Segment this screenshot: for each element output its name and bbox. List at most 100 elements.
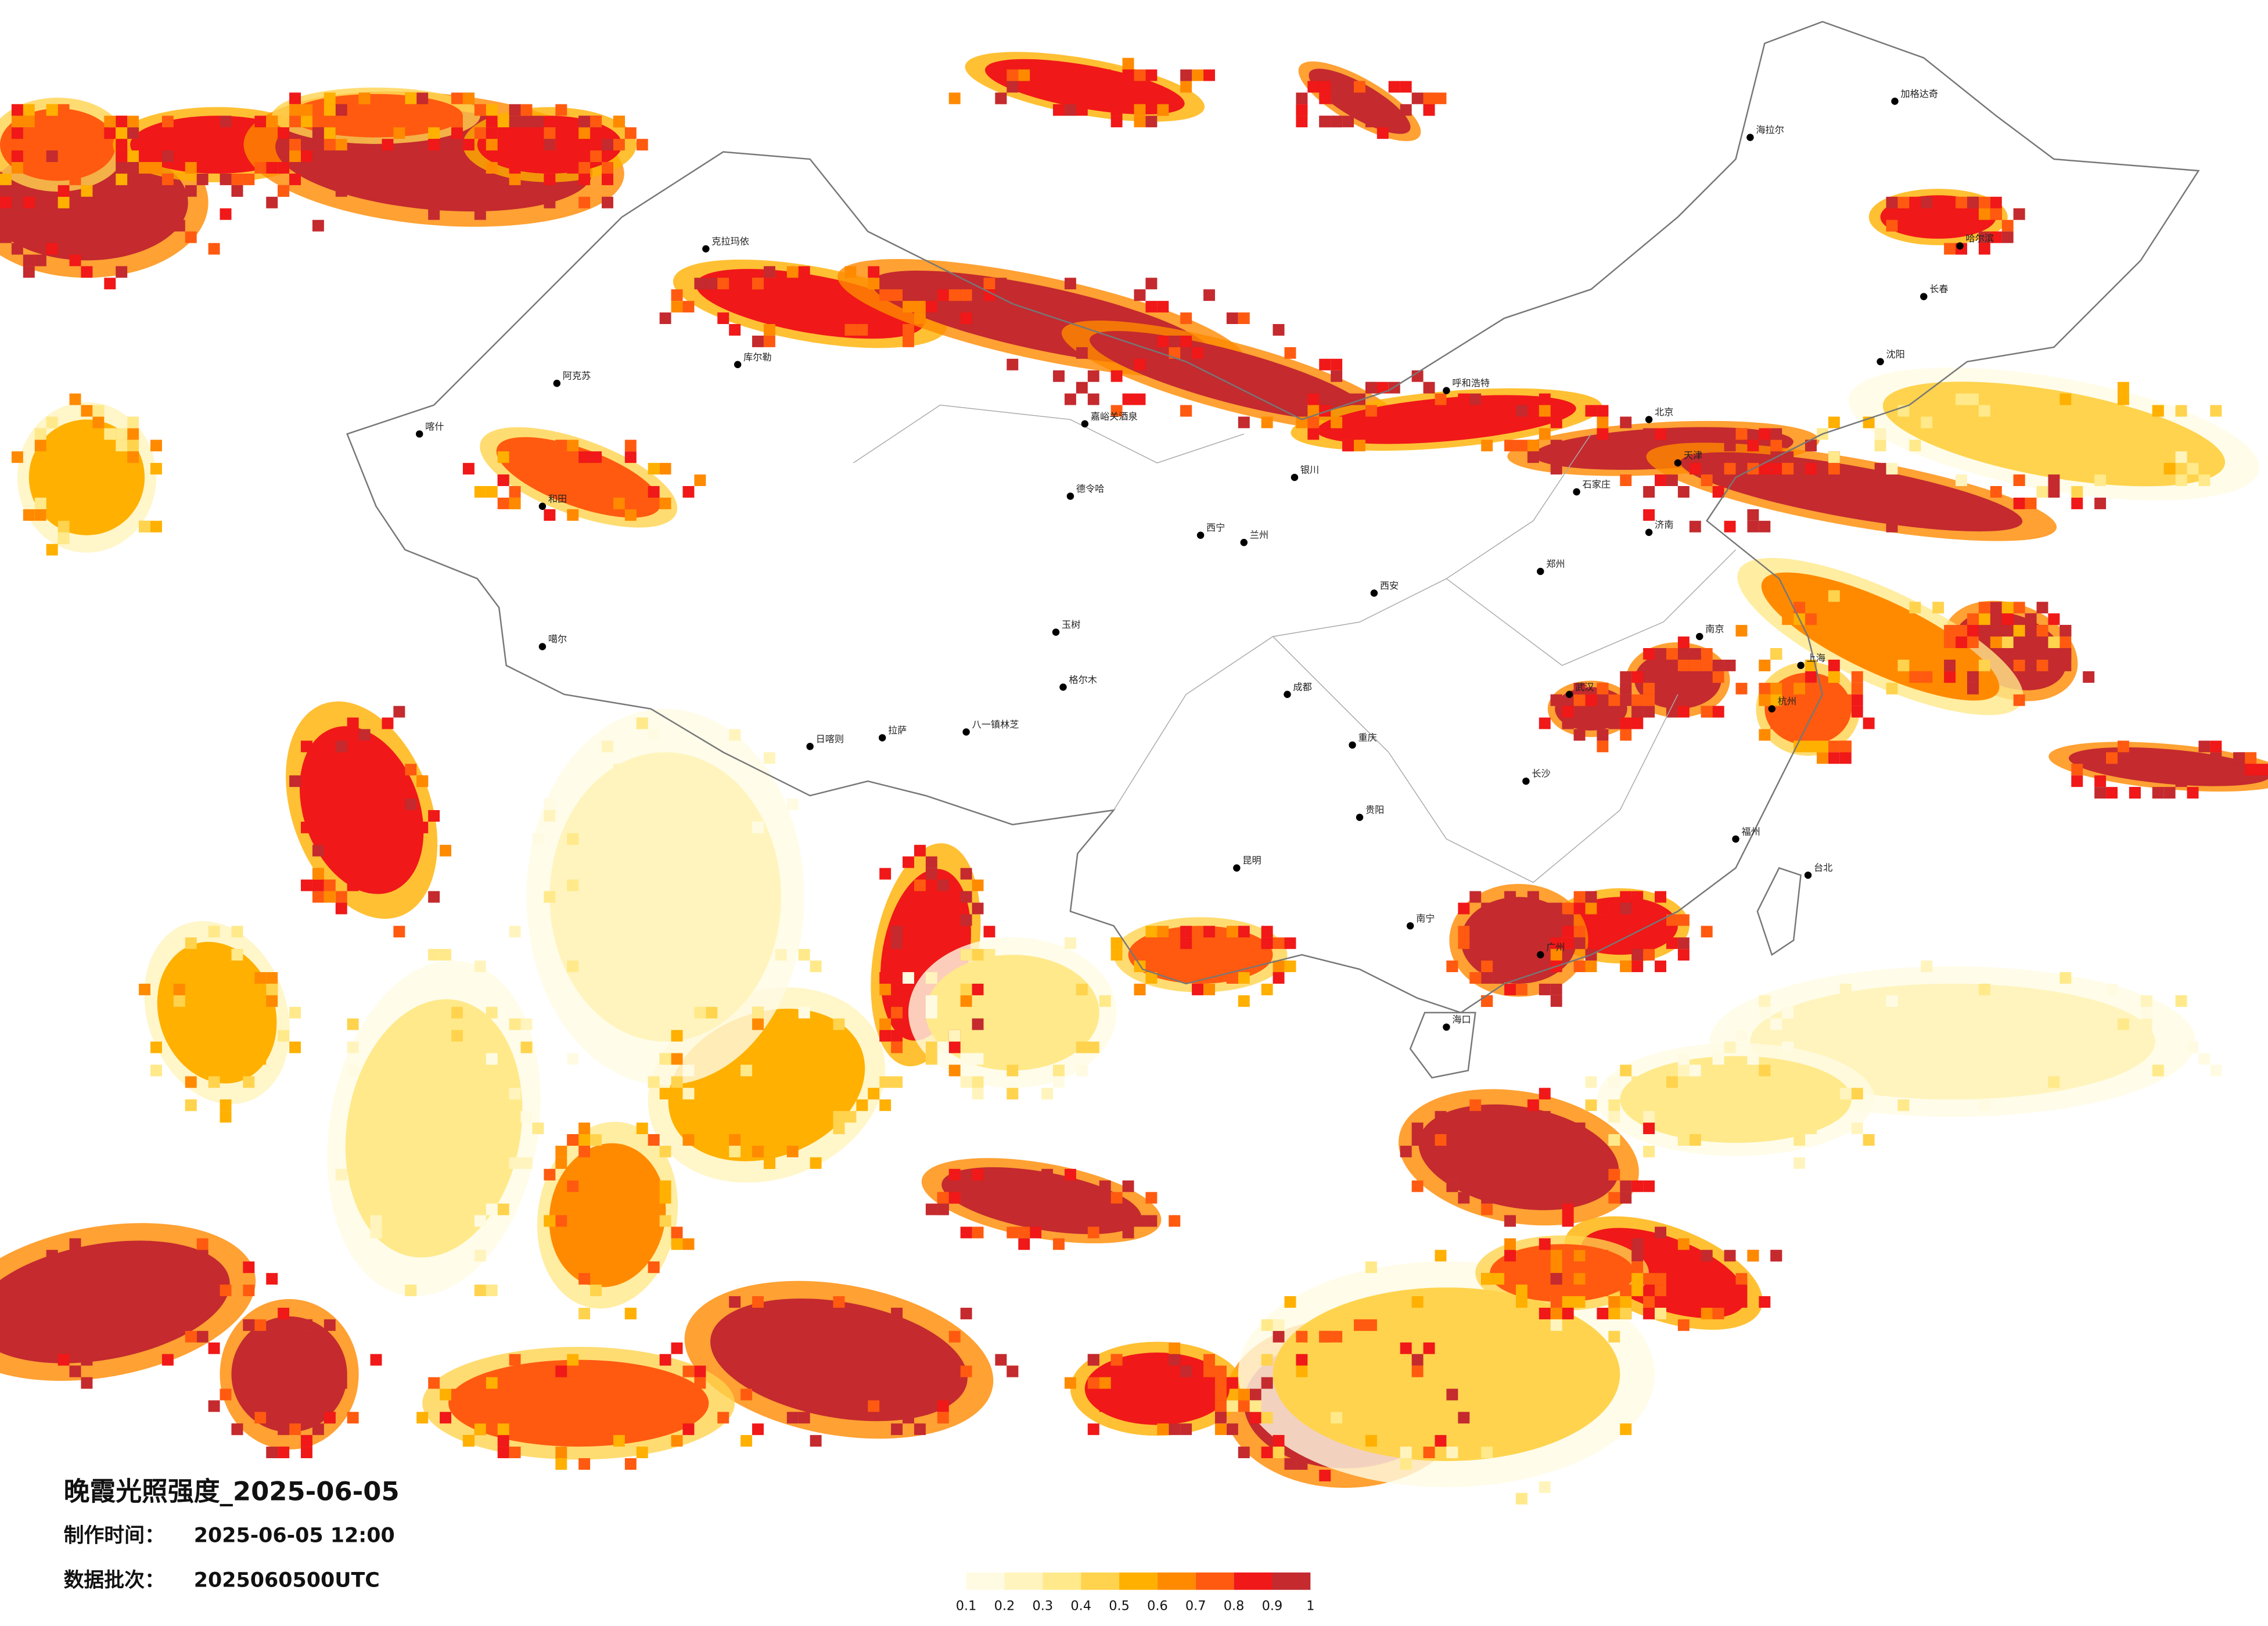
heat-pixel (1550, 937, 1562, 949)
heat-pixel (220, 1111, 232, 1123)
heat-pixel (1076, 1064, 1088, 1077)
heat-pixel (1944, 625, 1956, 637)
heat-pixel (1134, 116, 1146, 128)
heat-pixel (1770, 463, 1782, 475)
heat-pixel (312, 879, 324, 891)
heat-pixel (254, 1412, 267, 1424)
heat-pixel (2048, 486, 2060, 498)
heat-pixel (1701, 474, 1713, 487)
heat-pixel (1967, 636, 1979, 649)
city-dot (1196, 531, 1205, 539)
heat-pixel (1793, 1134, 1806, 1146)
heat-pixel (2013, 602, 2025, 614)
heat-pixel (1967, 196, 1979, 208)
heat-pixel (1597, 1307, 1609, 1319)
heat-pixel (925, 1041, 937, 1053)
heat-pixel (2071, 764, 2083, 776)
heat-pixel (2152, 1064, 2164, 1077)
heat-pixel (382, 717, 394, 729)
heat-pixel (1203, 983, 1215, 995)
heat-pixel (1608, 1307, 1620, 1319)
heat-pixel (1180, 335, 1192, 347)
heat-pixel (2117, 393, 2129, 405)
heat-pixel (1944, 983, 1956, 995)
heat-pixel (185, 231, 197, 243)
heat-pixel (1400, 81, 1412, 93)
heat-pixel (1701, 648, 1713, 660)
heat-pixel (659, 1192, 671, 1204)
heat-pixel (2210, 1064, 2222, 1077)
heat-pixel (243, 173, 255, 185)
heat-pixel (671, 1342, 683, 1354)
heat-pixel (1018, 69, 1030, 81)
heat-pixel (937, 1041, 949, 1053)
heat-pixel (752, 1145, 764, 1157)
heat-pixel (1990, 196, 2002, 208)
heat-pixel (833, 1296, 845, 1308)
heat-pixel (2059, 972, 2072, 984)
heat-pixel (1851, 1088, 1863, 1100)
heat-pixel (1169, 1354, 1181, 1366)
heat-pixel (1076, 382, 1088, 394)
heat-pixel (2152, 405, 2164, 417)
heat-pixel (925, 995, 937, 1007)
heat-pixel (520, 104, 533, 116)
heat-pixel (1354, 81, 1365, 93)
heat-pixel (1839, 752, 1852, 764)
heat-pixel (544, 185, 556, 197)
heat-pixel (1145, 69, 1158, 81)
heat-pixel (1689, 520, 1701, 533)
heat-pixel (1585, 902, 1597, 915)
heat-patch (1309, 69, 1411, 134)
heat-pixel (1562, 926, 1574, 938)
heat-pixel (763, 1330, 775, 1343)
heat-pixel (1214, 1377, 1227, 1389)
heat-pixel (544, 1168, 556, 1181)
heat-pixel (1400, 1145, 1412, 1157)
heat-pixel (903, 335, 914, 347)
heat-pixel (798, 1319, 810, 1331)
heat-pixel (983, 278, 995, 290)
heat-pixel (995, 1354, 1007, 1366)
heat-pixel (1897, 659, 1910, 671)
heat-pixel (798, 1006, 810, 1019)
heat-pixel (196, 1330, 209, 1343)
heat-pixel (509, 497, 521, 509)
heat-pixel (1481, 961, 1493, 973)
heat-pixel (1643, 428, 1655, 440)
heat-pixel (879, 868, 892, 880)
heat-pixel (1573, 729, 1586, 741)
heat-pixel (1458, 902, 1470, 915)
city-dot (1804, 871, 1812, 879)
heat-pixel (567, 961, 579, 973)
heat-pixel (324, 104, 336, 116)
heat-pixel (821, 1041, 833, 1053)
heat-pixel (116, 116, 128, 128)
heat-pixel (1990, 208, 2002, 220)
heat-pixel (1331, 116, 1343, 128)
heat-pixel (1643, 1123, 1655, 1135)
heat-pixel (497, 497, 509, 509)
heat-pixel (960, 914, 972, 926)
heat-pixel (590, 451, 602, 463)
heat-pixel (1562, 914, 1574, 926)
heat-pixel (161, 173, 174, 185)
heat-pixel (1539, 405, 1551, 417)
heat-pixel (1689, 1134, 1701, 1146)
heat-pixel (578, 173, 591, 185)
heat-patch (1418, 1104, 1619, 1210)
city-label: 重庆 (1358, 732, 1377, 743)
city-dot (1877, 358, 1884, 366)
heat-pixel (752, 821, 764, 833)
heat-pixel (567, 833, 579, 845)
heat-pixel (1064, 1168, 1076, 1181)
heat-pixel (1712, 486, 1724, 498)
heat-pixel (741, 1388, 753, 1401)
heat-pixel (624, 1458, 637, 1470)
heat-pixel (1134, 983, 1146, 995)
heat-pixel (1192, 983, 1204, 995)
heat-pixel (1643, 1296, 1655, 1308)
heat-pixel (948, 1365, 961, 1377)
heat-pixel (57, 532, 70, 544)
heat-pixel (914, 879, 926, 891)
